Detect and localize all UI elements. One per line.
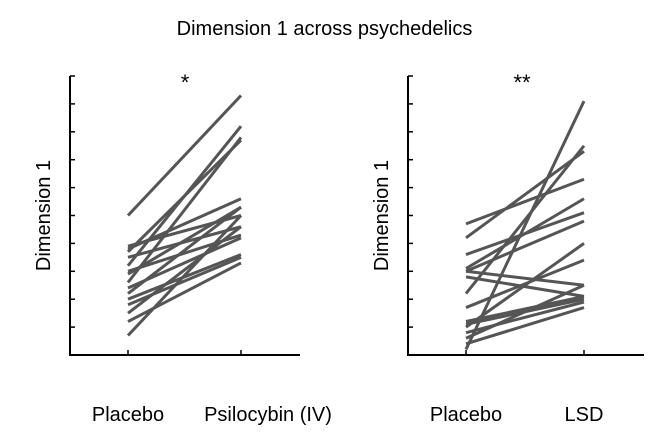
chart-2-subject-line: [465, 219, 585, 273]
chart-1-subject-line: [127, 205, 242, 295]
chart-2-subject-line: [464, 144, 586, 295]
chart-1-subject-line: [127, 225, 242, 315]
chart-1-subject-line: [127, 261, 242, 323]
chart-2-category-label: LSD: [565, 404, 604, 426]
chart-1-subject-line: [127, 205, 242, 276]
chart-2-subject-line: [465, 269, 585, 287]
chart-2-y-axis-label: Dimension 1: [371, 160, 393, 271]
chart-2-category-label: Placebo: [430, 404, 502, 426]
chart-1-subject-line: [126, 214, 243, 337]
chart-1-subject-line: [126, 136, 243, 284]
chart-1-category-label: Placebo: [92, 404, 164, 426]
chart-1-subject-line: [126, 125, 243, 267]
chart-2-subject-line: [465, 283, 585, 340]
chart-2-subject-line: [465, 177, 585, 226]
figure-title: Dimension 1 across psychedelics: [176, 18, 473, 40]
chart-2-subject-line: [464, 100, 586, 351]
chart-1-subject-line: [126, 94, 243, 217]
chart-1-category-label: Psilocybin (IV): [204, 404, 332, 426]
chart-2-subject-line: [465, 294, 585, 323]
chart-1-significance-marker: *: [181, 70, 190, 95]
chart-2-subject-line: [465, 197, 585, 270]
chart-2-subject-line: [465, 242, 585, 329]
chart-1-y-axis-label: Dimension 1: [33, 160, 55, 271]
chart-2-subject-line: [465, 300, 585, 335]
chart-2-significance-marker: **: [513, 70, 531, 95]
chart-2-subject-line: [465, 306, 585, 346]
chart-2-subject-line: [465, 150, 585, 240]
